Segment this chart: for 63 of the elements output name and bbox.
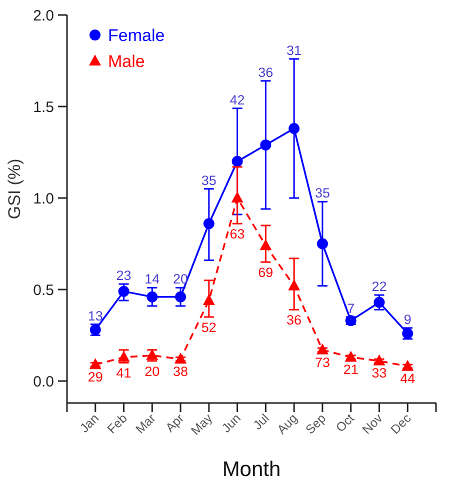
x-tick-label: Apr [163,411,187,435]
point [288,122,300,134]
annotation: 9 [404,312,412,327]
annotation: 7 [347,300,355,316]
x-tick-label: Jun [219,411,244,436]
x-tick-label: Dec [388,411,414,437]
point [260,139,272,150]
annotation: 14 [144,272,160,287]
annotation: 29 [88,369,103,384]
point [174,352,187,364]
legend-label: Female [108,26,165,45]
annotation: 73 [314,354,330,370]
point [118,286,130,297]
annotation: 42 [230,92,245,108]
point [232,156,243,167]
annotation: 69 [258,265,274,280]
point [89,358,102,370]
annotation: 35 [314,186,330,201]
point [203,218,214,230]
point [260,239,272,250]
x-tick-label: Jan [77,411,102,436]
point [316,238,328,250]
annotation: 36 [286,312,302,328]
x-tick-label: Oct [333,410,358,435]
y-tick-label: 0.0 [33,373,54,390]
annotation: 41 [116,366,132,381]
point [316,343,328,354]
annotation: 20 [144,364,160,379]
legend-label: Male [108,52,145,71]
annotation: 31 [286,42,302,58]
x-tick-label: Aug [274,411,300,437]
annotation: 38 [173,364,188,379]
y-tick-label: 0.5 [33,282,54,299]
y-tick-label: 1.0 [33,190,54,208]
point [146,291,158,302]
annotation: 63 [230,226,245,242]
point [344,350,357,362]
x-tick-label: Feb [104,411,130,436]
annotation: 33 [372,366,387,381]
annotation: 44 [400,371,416,386]
y-axis-title: GSI (%) [5,158,24,220]
x-tick-label: May [188,410,216,438]
annotation: 23 [116,268,132,284]
point [373,354,386,366]
x-tick-label: Mar [133,411,158,436]
y-tick-label: 1.5 [33,98,54,116]
point [402,360,414,371]
annotation: 35 [201,172,216,188]
x-tick-label: Sep [302,411,329,437]
annotation: 21 [343,362,358,378]
point [202,294,215,306]
point [231,192,244,203]
annotation: 22 [372,279,387,294]
y-tick-label: 2.0 [33,7,54,24]
point [175,291,186,302]
x-axis-title: Month [222,458,281,481]
annotation: 52 [201,320,216,335]
annotation: 13 [88,308,103,324]
point [374,296,385,308]
x-tick-label: Jul [250,411,272,432]
annotation: 36 [258,64,274,80]
point [288,279,300,290]
x-tick-label: Nov [360,410,386,437]
